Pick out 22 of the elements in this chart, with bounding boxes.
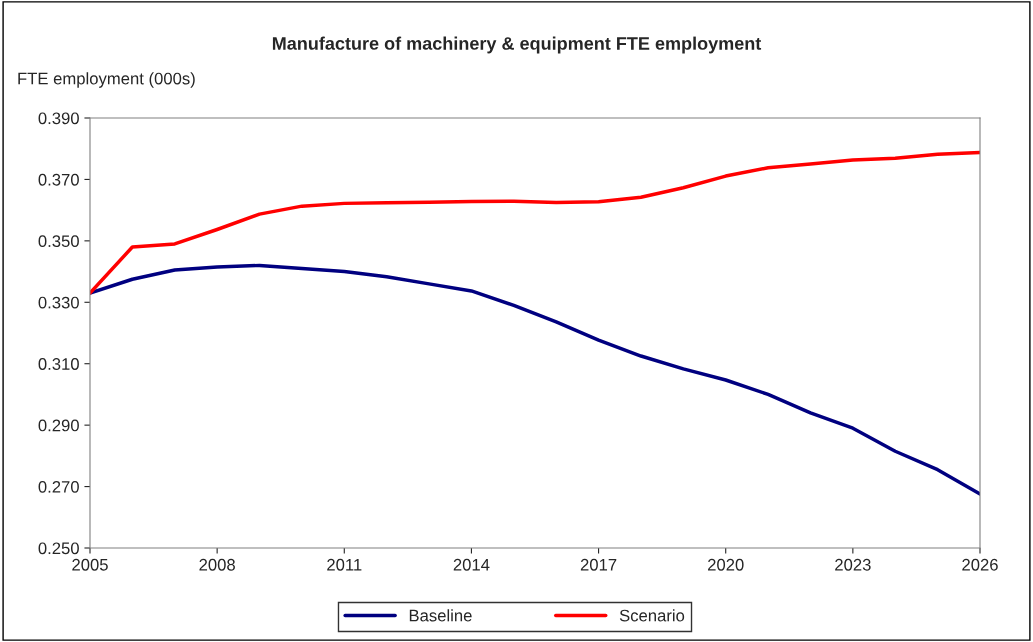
line-series	[90, 263, 980, 496]
y-tick-label: 0.330	[38, 296, 79, 309]
x-tick-label: 2014	[453, 558, 490, 571]
x-tick-label: 2017	[580, 558, 617, 571]
x-tick-label: 2011	[327, 558, 362, 571]
y-tick-label: 0.270	[38, 480, 79, 493]
chart-title: Manufacture of machinery & equipment FTE employment	[272, 36, 762, 54]
legend-label: Scenario	[619, 609, 685, 622]
x-tick-label: 2026	[962, 558, 998, 571]
legend-label: Baseline	[409, 609, 472, 622]
x-tick-label: 2020	[708, 558, 744, 571]
y-tick-label: 0.290	[38, 419, 79, 432]
x-tick-label: 2008	[199, 558, 235, 571]
y-tick-label: 0.350	[38, 235, 79, 248]
y-tick-label: 0.370	[38, 173, 79, 186]
line-series	[90, 150, 980, 295]
y-tick-label: 0.390	[38, 112, 79, 125]
y-axis-title: FTE employment (000s)	[18, 72, 195, 88]
x-tick-label: 2023	[835, 558, 871, 571]
y-tick-label: 0.310	[38, 358, 79, 370]
y-tick-label: 0.250	[38, 542, 79, 555]
x-tick-label: 2005	[72, 558, 108, 571]
